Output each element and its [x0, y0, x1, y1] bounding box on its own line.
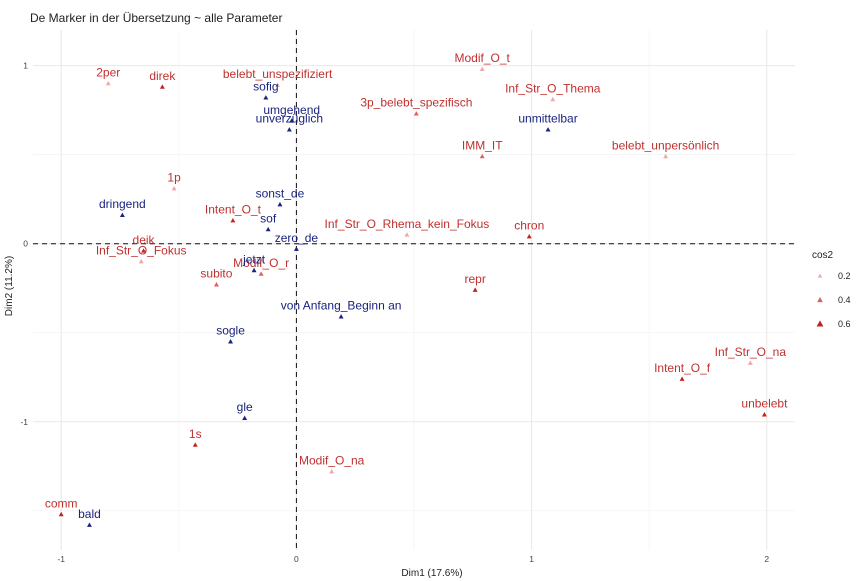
data-point: [213, 282, 219, 287]
x-tick-label: -1: [57, 554, 65, 564]
x-axis-title: Dim1 (17.6%): [401, 568, 462, 579]
data-point: [472, 287, 478, 292]
data-label: Modif_O_r: [233, 256, 289, 270]
data-point: [286, 127, 292, 132]
data-point: [230, 217, 236, 223]
y-tick-label: -1: [20, 417, 28, 427]
data-label: 3p_belebt_spezifisch: [360, 96, 472, 110]
data-points: [58, 66, 767, 527]
legend-key: [816, 320, 824, 327]
data-label: Modif_O_t: [455, 51, 511, 65]
legend-entry-label: 0.6: [838, 319, 851, 329]
data-point: [265, 226, 271, 232]
data-labels: 2per direk belebt_unspezifiziert Modif_O_t I…: [45, 51, 788, 521]
data-point: [338, 314, 344, 319]
data-point: [228, 339, 234, 344]
data-label: sogle: [216, 324, 245, 338]
data-label: Inf_Str_O_Fokus: [96, 244, 187, 258]
data-point: [141, 248, 147, 253]
data-label: repr: [464, 272, 485, 286]
data-label: umgehend: [263, 103, 320, 117]
data-point: [159, 84, 165, 89]
data-point: [275, 82, 281, 88]
legend-entry-label: 0.2: [838, 271, 851, 281]
data-point: [138, 258, 144, 264]
data-label: Modif_O_na: [299, 454, 365, 468]
x-tick-label: 2: [764, 554, 769, 564]
legend-title: cos2: [812, 250, 834, 261]
data-point: [761, 412, 767, 417]
legend-key: [817, 297, 823, 303]
data-point: [413, 111, 419, 116]
data-label: comm: [45, 496, 78, 510]
data-label: 1s: [189, 427, 202, 441]
data-label: 1p: [167, 170, 181, 184]
data-label: Intent_O_t: [205, 203, 262, 217]
data-point: [171, 185, 177, 191]
data-label: unbelebt: [741, 397, 788, 411]
data-point: [747, 360, 753, 365]
data-point: [242, 415, 248, 421]
legend: cos2 0.2 0.4 0.6: [812, 250, 851, 329]
data-point: [86, 522, 92, 527]
y-tick-label: 1: [23, 61, 28, 71]
axis-ticks: -1 0 1 2 -1 0 1: [20, 61, 769, 564]
x-tick-label: 0: [294, 554, 299, 564]
data-label: bald: [78, 507, 101, 521]
data-point: [679, 376, 685, 381]
data-label: unmittelbar: [518, 112, 577, 126]
chart-title: De Marker in der Übersetzung ~ alle Para…: [30, 11, 282, 25]
legend-entry-label: 0.4: [838, 295, 851, 305]
x-tick-label: 1: [529, 554, 534, 564]
data-point: [329, 469, 335, 474]
data-point: [289, 118, 295, 123]
data-point: [192, 442, 198, 447]
data-label: Intent_O_f: [654, 361, 711, 375]
data-label: belebt_unpersönlich: [612, 138, 719, 152]
data-point: [263, 95, 269, 100]
data-point: [404, 232, 410, 237]
data-label: jetzt: [242, 252, 266, 266]
data-label: chron: [514, 219, 544, 233]
data-label: sonst_de: [256, 187, 305, 201]
data-point: [119, 212, 125, 218]
data-label: direk: [149, 69, 176, 83]
data-point: [277, 201, 283, 207]
data-point: [105, 80, 111, 86]
data-point: [663, 153, 669, 159]
data-label: zero_de: [275, 231, 319, 245]
data-label: sofig: [253, 80, 278, 94]
data-label: Inf_Str_O_na: [715, 345, 787, 359]
data-point: [479, 153, 485, 159]
data-label: dringend: [99, 197, 146, 211]
data-point: [258, 271, 264, 276]
data-label: von Anfang_Beginn an: [281, 299, 402, 313]
data-point: [550, 96, 556, 102]
data-point: [58, 511, 64, 517]
data-label: sof: [260, 211, 277, 225]
data-label: gle: [237, 400, 253, 414]
data-point: [526, 233, 532, 239]
data-label: belebt_unspezifiziert: [223, 67, 333, 81]
data-point: [479, 66, 485, 71]
data-point: [545, 127, 551, 132]
data-label: subito: [200, 267, 232, 281]
data-label: IMM_IT: [462, 138, 503, 152]
data-label: unverzüglich: [256, 112, 323, 126]
y-axis-title: Dim2 (11.2%): [4, 256, 15, 316]
data-point: [251, 267, 257, 273]
reference-lines: [33, 30, 795, 550]
legend-key: [817, 273, 823, 278]
data-label: Inf_Str_O_Rhema_kein_Fokus: [325, 217, 490, 231]
y-tick-label: 0: [23, 239, 28, 249]
data-point: [293, 246, 299, 251]
data-label: Inf_Str_O_Thema: [505, 81, 601, 95]
data-label: deik: [133, 233, 156, 247]
data-label: 2per: [96, 65, 120, 79]
